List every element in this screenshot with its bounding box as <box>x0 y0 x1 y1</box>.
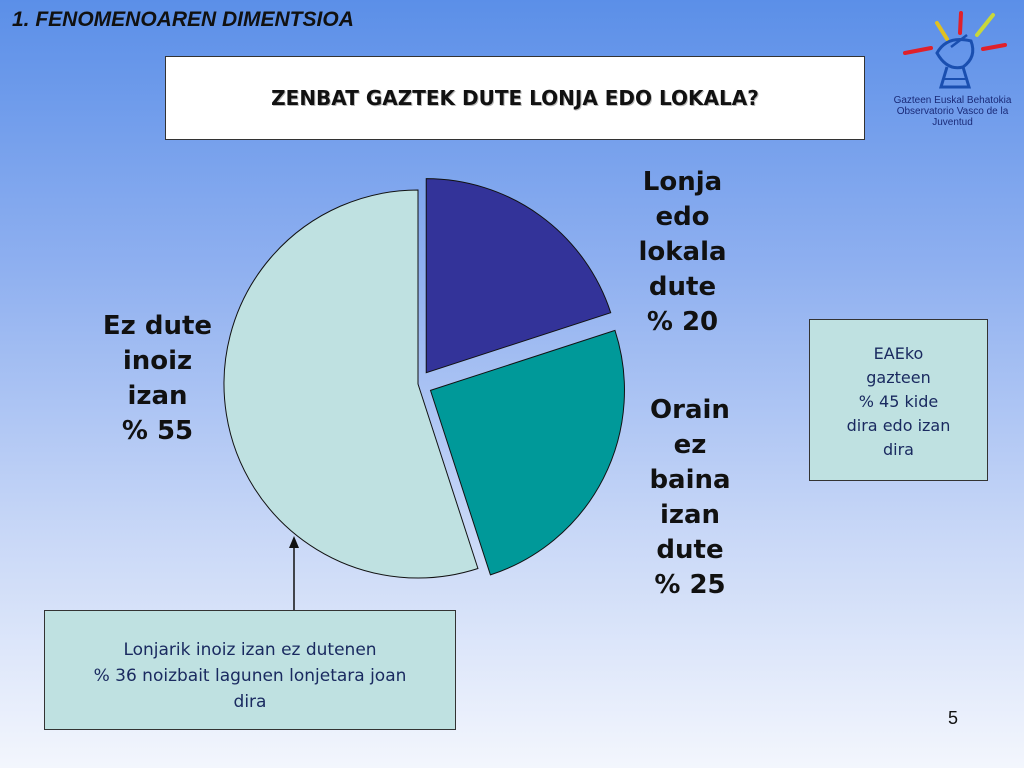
slice-label-line: dute <box>648 272 717 302</box>
slice-label-line: baina <box>649 465 731 495</box>
slice-label-line: edo <box>655 202 710 232</box>
slice-label-line: Lonja <box>642 167 723 197</box>
page-number: 5 <box>948 708 959 728</box>
slice-label-line: % 55 <box>121 416 194 446</box>
logo-line-1: Gazteen Euskal Behatokia <box>893 95 1012 106</box>
slice-label-line: izan <box>659 500 721 530</box>
note-line: Lonjarik inoiz izan ez dutenen <box>123 640 377 660</box>
pie-slice-orain <box>429 329 625 576</box>
slice-label-line: lokala <box>638 237 727 267</box>
slice-label-line: % 20 <box>646 307 719 337</box>
pie-slice-lonja <box>425 178 612 374</box>
note-bottom: Lonjarik inoiz izan ez dutenen % 36 noiz… <box>44 610 456 730</box>
note-line: dira edo izan <box>846 416 951 435</box>
slice-label-line: dute <box>656 535 724 565</box>
slice-label-orain: Orain ez baina izan dute % 25 <box>635 393 745 603</box>
slice-label-line: izan <box>127 381 188 411</box>
logo-text: Gazteen Euskal Behatokia Observatorio Va… <box>885 95 1020 128</box>
satellite-dish-icon <box>903 11 1007 89</box>
slice-label-lonja: Lonja edo lokala dute % 20 <box>625 165 740 340</box>
slice-label-line: % 25 <box>654 570 726 600</box>
question-box: ZENBAT GAZTEK DUTE LONJA EDO LOKALA? <box>165 56 865 140</box>
note-line: EAEko <box>873 344 924 363</box>
slice-label-line: ez <box>673 430 707 460</box>
slice-label-line: Orain <box>650 395 730 425</box>
note-right: EAEko gazteen % 45 kide dira edo izan di… <box>809 319 988 481</box>
note-line: gazteen <box>866 368 931 387</box>
section-title: 1. FENOMENOAREN DIMENTSIOA <box>12 8 354 31</box>
slice-label-line: Ez dute <box>102 311 213 341</box>
question-title: ZENBAT GAZTEK DUTE LONJA EDO LOKALA? <box>271 86 759 110</box>
pie-slice-ez <box>223 189 479 579</box>
note-line: % 36 noizbait lagunen lonjetara joan <box>93 666 407 686</box>
slice-label-ez: Ez dute inoiz izan % 55 <box>90 309 225 449</box>
callout-arrow-head <box>289 536 299 548</box>
note-line: dira <box>233 692 267 712</box>
slice-label-line: inoiz <box>122 346 193 376</box>
note-line: % 45 kide <box>858 392 939 411</box>
note-line: dira <box>883 440 914 459</box>
logo-line-2: Observatorio Vasco de la Juventud <box>896 106 1009 128</box>
